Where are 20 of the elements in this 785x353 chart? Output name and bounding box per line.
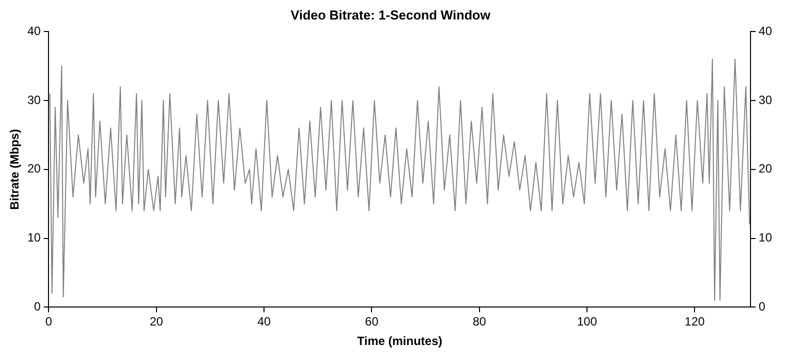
y-tick-label: 0: [34, 300, 42, 314]
y2-tick-label: 30: [758, 92, 772, 107]
y-tick-label: 20: [27, 162, 42, 176]
x-tick-label: 80: [472, 314, 486, 329]
x-tick-label: 100: [577, 314, 598, 329]
chart-title: Video Bitrate: 1-Second Window: [290, 7, 492, 22]
y-tick-label: 40: [27, 24, 42, 38]
y2-tick-label: 0: [758, 300, 766, 314]
y-tick-label: 30: [27, 92, 42, 107]
y-axis-title: Bitrate (Mbps): [8, 129, 22, 210]
y2-tick-label: 40: [758, 24, 772, 38]
y2-tick-label: 20: [758, 162, 772, 176]
x-tick-label: 20: [150, 314, 164, 329]
x-tick-label: 0: [45, 314, 52, 329]
y2-tick-label: 10: [758, 230, 772, 245]
y-tick-label: 10: [27, 230, 42, 245]
x-tick-label: 120: [684, 314, 706, 329]
x-tick-label: 40: [257, 314, 272, 329]
x-axis-title: Time (minutes): [357, 334, 442, 348]
x-tick-label: 60: [365, 314, 379, 329]
